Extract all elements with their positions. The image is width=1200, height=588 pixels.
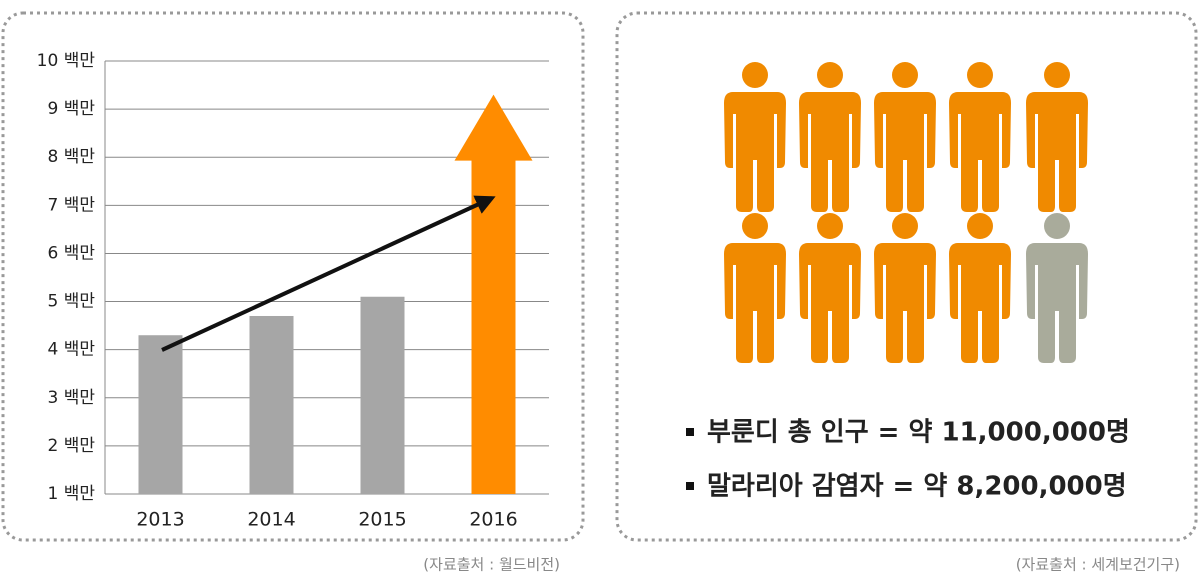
chart: 1 백만 2 백만 3 백만 4 백만 5 백만 6 백만 7 백만 8 백만 9 백만 10 백… [37, 51, 549, 531]
person-icon [874, 213, 936, 363]
trend-arrow [161, 195, 496, 352]
person-icon [874, 62, 936, 212]
y-tick-label: 1 백만 [48, 484, 96, 504]
x-tick-label: 2016 [469, 509, 517, 531]
bar [249, 315, 294, 494]
bar [138, 335, 183, 494]
x-tick-label: 2015 [358, 509, 406, 531]
y-tick-label: 8 백만 [48, 147, 96, 167]
y-tick-label: 6 백만 [48, 243, 96, 263]
person-icon [724, 62, 786, 212]
bar [360, 296, 405, 494]
person-icon [799, 213, 861, 363]
person-icon [1026, 62, 1088, 212]
y-tick-label: 10 백만 [37, 51, 96, 71]
right-panel [615, 11, 1198, 542]
y-tick-label: 3 백만 [48, 388, 96, 408]
source-note: (자료출처 : 세계보건기구) [1016, 556, 1180, 574]
person-icon [799, 62, 861, 212]
source-note: (자료출처 : 월드비전) [423, 556, 560, 574]
y-tick-label: 5 백만 [48, 292, 96, 312]
y-tick-label: 7 백만 [48, 195, 96, 215]
y-tick-label: 2 백만 [48, 436, 96, 456]
person-icon [1026, 213, 1088, 363]
x-tick-label: 2013 [136, 509, 184, 531]
info-item: 말라리아 감염자 = 약 8,200,000명 [707, 472, 1127, 502]
y-tick-label: 4 백만 [48, 340, 96, 360]
info-item: 부룬디 총 인구 = 약 11,000,000명 [707, 418, 1130, 448]
arrow-bar [454, 94, 533, 494]
person-icon [949, 213, 1011, 363]
bullet [686, 482, 694, 490]
people-icons [724, 62, 1088, 363]
x-tick-label: 2014 [247, 509, 295, 531]
person-icon [949, 62, 1011, 212]
bullet [686, 428, 694, 436]
left-panel [1, 11, 585, 542]
person-icon [724, 213, 786, 363]
y-tick-label: 9 백만 [48, 99, 96, 119]
